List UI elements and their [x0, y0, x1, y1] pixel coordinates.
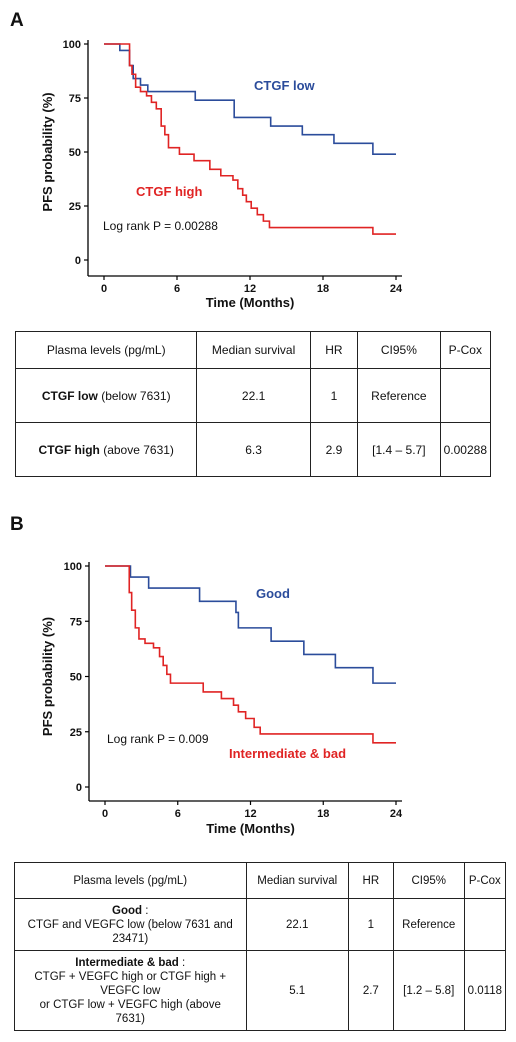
group-name: Good — [112, 904, 143, 917]
x-tick-label: 24 — [390, 808, 403, 820]
y-axis-label: PFS probability (%) — [40, 92, 55, 211]
ci-cell: Reference — [357, 368, 441, 423]
km-chart-a: 0 25 50 75 100 0 6 12 18 24 Time (Months) PFS proba… — [40, 39, 403, 310]
group-name: Intermediate & bad — [75, 956, 179, 969]
table-header-row: Plasma levels (pg/mL) Median survival HR… — [14, 331, 492, 369]
panel-a-letter: A — [10, 10, 24, 31]
y-tick-label: 50 — [69, 147, 81, 159]
y-tick-label: 0 — [76, 782, 82, 794]
x-tick-label: 18 — [317, 808, 329, 820]
group-desc: (above 7631) — [99, 442, 174, 457]
y-axis-label: PFS probability (%) — [40, 617, 55, 736]
results-table-a: Plasma levels (pg/mL) Median survival HR… — [14, 331, 492, 477]
header-plasma-levels: Plasma levels (pg/mL) — [14, 331, 198, 369]
y-tick-label: 75 — [69, 93, 81, 105]
group-desc-line: VEGFC low — [100, 984, 161, 997]
table-header-row: Plasma levels (pg/mL) Median survival HR… — [14, 862, 507, 899]
header-plasma-levels: Plasma levels (pg/mL) — [14, 862, 247, 899]
header-median-survival: Median survival — [196, 331, 311, 369]
panel-b-letter: B — [10, 514, 24, 535]
hr-cell: 1 — [309, 368, 359, 423]
median-survival-cell: 5.1 — [245, 950, 349, 1031]
y-tick-label: 50 — [70, 672, 82, 684]
km-chart-b: 0 25 50 75 100 0 6 12 18 24 Time (Months) PFS proba… — [40, 561, 403, 836]
x-tick-label: 12 — [244, 808, 256, 820]
p-cox-cell: 0.0118 — [463, 950, 507, 1031]
group-desc-line: 7631) — [115, 1012, 145, 1025]
y-tick-label: 0 — [75, 255, 81, 267]
table-row: Intermediate & bad : CTGF + VEGFC high o… — [14, 950, 507, 1031]
header-p-cox: P-Cox — [439, 331, 492, 369]
header-ci95: CI95% — [392, 862, 465, 899]
table-row: CTGF high (above 7631) 6.3 2.9 [1.4 – 5.… — [14, 422, 492, 477]
group-label: Intermediate & bad : CTGF + VEGFC high o… — [14, 950, 247, 1031]
group-suffix: : — [178, 956, 186, 969]
group-label: CTGF high (above 7631) — [14, 422, 198, 477]
x-tick-label: 24 — [390, 283, 403, 295]
x-axis-label: Time (Months) — [206, 821, 295, 836]
p-cox-cell — [439, 368, 492, 423]
series-label: Intermediate & bad — [229, 746, 346, 761]
group-desc-line: or CTGF low + VEGFC high (above — [39, 998, 221, 1011]
y-tick-label: 100 — [63, 39, 81, 51]
log-rank-annotation: Log rank P = 0.00288 — [103, 219, 218, 233]
km-curve-high — [104, 43, 396, 235]
x-tick-label: 0 — [102, 808, 108, 820]
group-label: CTGF low (below 7631) — [14, 368, 198, 423]
header-ci95: CI95% — [357, 331, 441, 369]
x-tick-label: 6 — [174, 283, 180, 295]
y-tick-label: 100 — [64, 561, 82, 573]
header-hr: HR — [347, 862, 394, 899]
y-tick-label: 25 — [69, 201, 81, 213]
ci-cell: [1.4 – 5.7] — [357, 422, 441, 477]
group-desc: (below 7631) — [97, 388, 171, 403]
hr-cell: 2.7 — [347, 950, 394, 1031]
table-row: Good : CTGF and VEGFC low (below 7631 an… — [14, 898, 507, 951]
ci-cell: Reference — [392, 898, 465, 951]
series-label: CTGF low — [254, 78, 316, 93]
series-label: Good — [256, 586, 290, 601]
group-desc-line: CTGF and VEGFC low (below 7631 and — [27, 918, 233, 931]
x-tick-label: 18 — [317, 283, 329, 295]
group-suffix: : — [142, 904, 149, 917]
y-tick-label: 25 — [70, 727, 82, 739]
median-survival-cell: 6.3 — [196, 422, 311, 477]
group-name: CTGF high — [38, 442, 100, 457]
group-name: CTGF low — [41, 388, 98, 403]
header-p-cox: P-Cox — [463, 862, 507, 899]
results-table-b: Plasma levels (pg/mL) Median survival HR… — [14, 862, 507, 1031]
hr-cell: 1 — [347, 898, 394, 951]
table-row: CTGF low (below 7631) 22.1 1 Reference — [14, 368, 492, 423]
group-label: Good : CTGF and VEGFC low (below 7631 an… — [14, 898, 247, 951]
header-hr: HR — [309, 331, 359, 369]
log-rank-annotation: Log rank P = 0.009 — [107, 732, 209, 746]
group-desc-line: CTGF + VEGFC high or CTGF high + — [34, 970, 227, 983]
p-cox-cell — [463, 898, 507, 951]
hr-cell: 2.9 — [309, 422, 359, 477]
x-tick-label: 0 — [101, 283, 107, 295]
y-tick-label: 75 — [70, 616, 82, 628]
median-survival-cell: 22.1 — [245, 898, 349, 951]
km-curve-high — [105, 565, 396, 744]
x-tick-label: 6 — [175, 808, 181, 820]
group-desc-line: 23471) — [112, 932, 149, 945]
series-label: CTGF high — [136, 184, 202, 199]
x-tick-label: 12 — [244, 283, 256, 295]
x-axis-label: Time (Months) — [206, 295, 295, 310]
ci-cell: [1.2 – 5.8] — [392, 950, 465, 1031]
km-curve-low — [104, 43, 396, 155]
p-cox-cell: 0.00288 — [439, 422, 492, 477]
header-median-survival: Median survival — [245, 862, 349, 899]
km-curve-low — [105, 565, 396, 684]
median-survival-cell: 22.1 — [196, 368, 311, 423]
